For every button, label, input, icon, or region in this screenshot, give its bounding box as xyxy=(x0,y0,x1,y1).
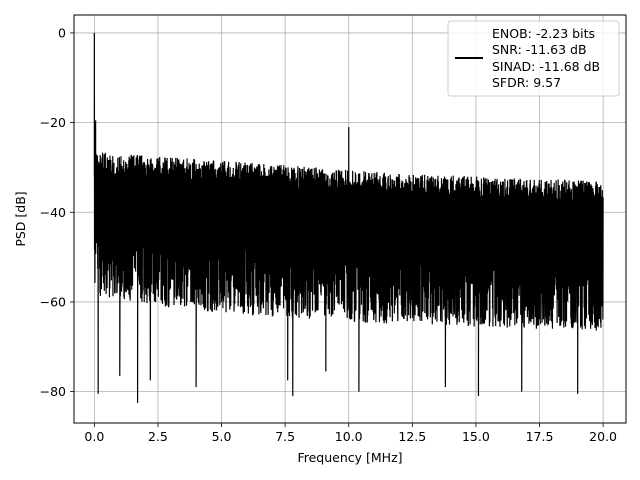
x-tick-label: 7.5 xyxy=(275,429,295,444)
x-tick-label: 20.0 xyxy=(589,429,617,444)
y-tick-label: −20 xyxy=(40,115,66,130)
legend: ENOB: -2.23 bits SNR: -11.63 dB SINAD: -… xyxy=(447,20,620,97)
plot-frame xyxy=(73,14,627,424)
x-axis-label: Frequency [MHz] xyxy=(297,450,402,465)
legend-snr: SNR: -11.63 dB xyxy=(492,42,587,57)
x-tick-label: 0.0 xyxy=(84,429,104,444)
x-tick-label: 2.5 xyxy=(148,429,168,444)
psd-series-line xyxy=(93,32,604,403)
y-tick-label: 0 xyxy=(58,25,66,40)
y-tick-label: −40 xyxy=(40,205,66,220)
y-tick-label: −80 xyxy=(40,384,66,399)
x-tick-label: 12.5 xyxy=(398,429,426,444)
legend-box xyxy=(447,20,620,97)
x-tick-label: 17.5 xyxy=(526,429,554,444)
x-tick-label: 15.0 xyxy=(462,429,490,444)
x-tick-label: 5.0 xyxy=(212,429,232,444)
legend-sinad: SINAD: -11.68 dB xyxy=(492,59,600,74)
legend-sfdr: SFDR: 9.57 xyxy=(492,75,561,90)
y-tick-label: −60 xyxy=(40,294,66,309)
y-axis-label: PSD [dB] xyxy=(13,191,28,246)
legend-enob: ENOB: -2.23 bits xyxy=(492,26,595,41)
x-tick-label: 10.0 xyxy=(335,429,363,444)
axis-ticks: 0.0 2.5 5.0 7.5 10.0 12.5 15.0 17.5 20.0 0 −20 −40 −… xyxy=(40,25,617,444)
